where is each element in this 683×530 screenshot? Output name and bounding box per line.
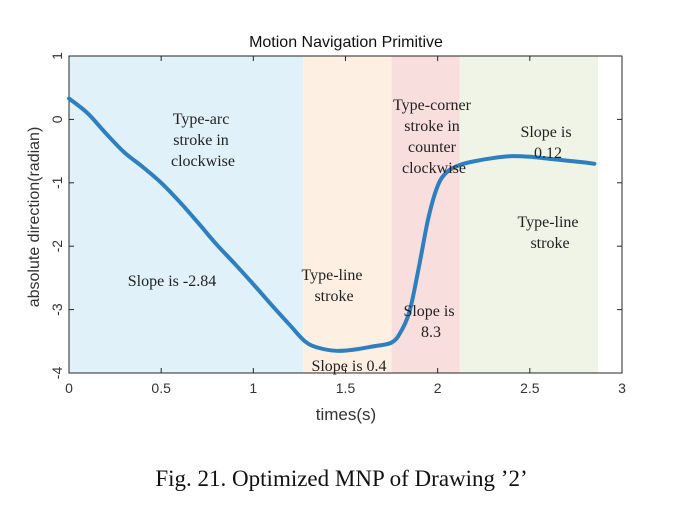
series-line xyxy=(67,96,597,353)
line2-type-annotation: Type-line stroke xyxy=(517,214,582,252)
x-tick-label: 2 xyxy=(434,380,442,396)
line2-slope-annotation: Slope is 0.12 xyxy=(520,124,575,162)
y-tick-label: -3 xyxy=(49,303,65,316)
region-band-3 xyxy=(391,56,460,373)
region-backgrounds xyxy=(69,56,599,373)
chart-title: Motion Navigation Primitive xyxy=(249,34,443,51)
chart: 0 0.5 1 1.5 2 2.5 3 1 0 -1 -2 -3 -4 Motion Navigati… xyxy=(26,34,626,424)
x-tick-label: 1.5 xyxy=(336,380,356,396)
y-tick-label: 0 xyxy=(49,115,65,123)
line1-type-annotation: Type-line stroke xyxy=(301,267,366,305)
y-tick-label: -1 xyxy=(49,176,65,189)
x-tick-label: 3 xyxy=(618,380,626,396)
line1-slope-annotation: Slope is 0.4 xyxy=(311,358,386,375)
y-tick-label: -4 xyxy=(49,367,65,380)
corner-type-annotation: Type-corner stroke in counter clockwise xyxy=(393,97,475,177)
region-band-2 xyxy=(303,56,392,373)
x-tick-label: 0.5 xyxy=(151,380,171,396)
x-axis-ticks: 0 0.5 1 1.5 2 2.5 3 xyxy=(65,56,626,396)
x-tick-label: 0 xyxy=(65,380,73,396)
figure-caption: Fig. 21. Optimized MNP of Drawing ’2’ xyxy=(155,466,528,491)
region-band-1 xyxy=(69,56,304,373)
y-axis-ticks: 1 0 -1 -2 -3 -4 xyxy=(49,52,622,379)
y-axis-label: absolute direction(radian) xyxy=(26,127,43,308)
region-band-4 xyxy=(459,56,599,373)
x-tick-label: 1 xyxy=(249,380,257,396)
arc-type-annotation: Type-arc stroke in clockwise xyxy=(171,111,235,170)
x-tick-label: 2.5 xyxy=(520,380,540,396)
y-tick-label: 1 xyxy=(49,52,65,60)
y-tick-label: -2 xyxy=(49,240,65,253)
x-axis-label: times(s) xyxy=(316,405,376,424)
arc-slope-annotation: Slope is -2.84 xyxy=(128,273,216,290)
corner-slope-annotation: Slope is 8.3 xyxy=(403,303,458,341)
